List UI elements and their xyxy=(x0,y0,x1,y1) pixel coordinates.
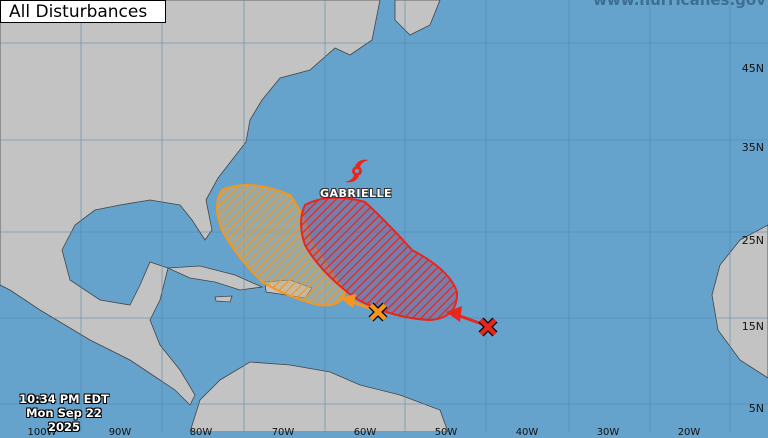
lat-label: 15N xyxy=(741,320,764,333)
storm-name-label: GABRIELLE xyxy=(320,187,393,200)
lon-label: 40W xyxy=(515,427,539,438)
africa xyxy=(711,224,768,379)
lon-label: 50W xyxy=(434,427,458,438)
red-track-arrow xyxy=(446,306,483,326)
greenland-newfoundland xyxy=(394,0,441,36)
orange-outlook-area[interactable] xyxy=(216,184,347,307)
red-x-icon[interactable] xyxy=(478,317,498,337)
lon-label: 70W xyxy=(271,427,295,438)
timestamp: 10:34 PM EDT Mon Sep 22 2025 xyxy=(14,392,114,434)
orange-track-arrow xyxy=(340,294,373,311)
lon-label: 80W xyxy=(189,427,213,438)
lon-label: 60W xyxy=(353,427,377,438)
timestamp-time: 10:34 PM EDT xyxy=(19,392,109,406)
orange-x-icon[interactable] xyxy=(368,302,388,322)
lat-label: 35N xyxy=(741,141,764,154)
hurricane-icon[interactable] xyxy=(345,159,369,183)
lon-label: 30W xyxy=(596,427,620,438)
lat-label: 5N xyxy=(748,402,764,415)
lon-label: 20W xyxy=(677,427,701,438)
cuba xyxy=(167,265,264,291)
north-america xyxy=(0,0,381,406)
lat-label: 45N xyxy=(741,62,764,75)
timestamp-date: Mon Sep 22 2025 xyxy=(26,406,102,434)
lat-label: 25N xyxy=(741,234,764,247)
title-box: All Disturbances xyxy=(0,0,166,23)
south-america xyxy=(189,361,449,432)
source-url[interactable]: www.hurricanes.gov xyxy=(593,0,766,9)
jamaica xyxy=(214,295,233,303)
